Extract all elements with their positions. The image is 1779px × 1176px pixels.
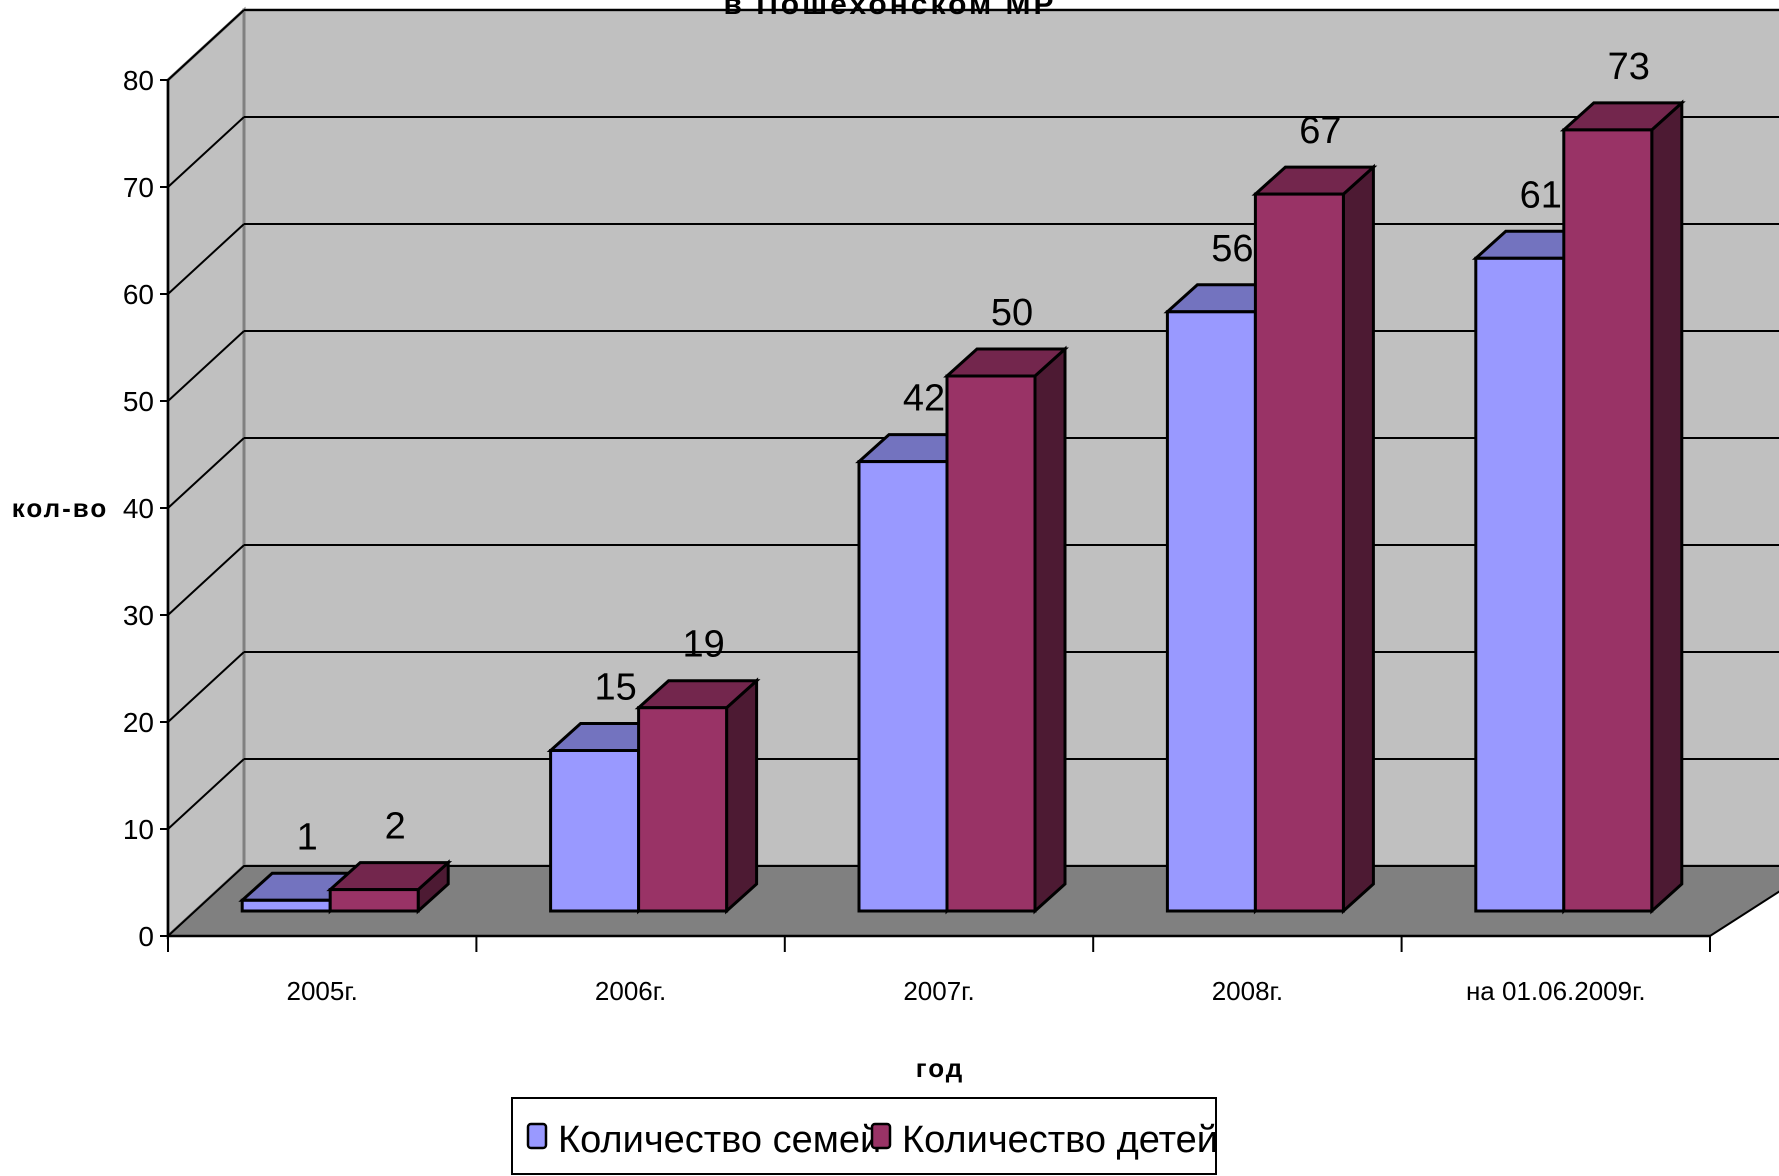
gridline-side bbox=[167, 651, 245, 723]
data-label: 42 bbox=[903, 378, 945, 420]
data-label: 67 bbox=[1299, 110, 1341, 152]
gridline-side bbox=[167, 9, 245, 81]
y-tick-label: 40 bbox=[123, 493, 154, 524]
x-tick-label: 2007г. bbox=[903, 976, 974, 1006]
legend-swatch-children bbox=[870, 1122, 892, 1150]
bar-front bbox=[240, 898, 332, 913]
bar-front bbox=[857, 460, 949, 913]
y-tick-label: 50 bbox=[123, 386, 154, 417]
bar-front bbox=[1253, 192, 1345, 913]
x-tick-label: 2005г. bbox=[287, 976, 358, 1006]
bar-1-4 bbox=[1559, 99, 1686, 915]
data-label: 15 bbox=[594, 667, 636, 709]
data-label: 61 bbox=[1520, 174, 1562, 216]
bar-front bbox=[1165, 310, 1257, 913]
bar-front bbox=[945, 374, 1037, 913]
bar-side bbox=[725, 677, 759, 915]
legend-label-families: Количество семей bbox=[558, 1119, 881, 1161]
bar-1-0 bbox=[326, 859, 453, 915]
y-tick-label: 0 bbox=[138, 921, 154, 952]
data-label: 19 bbox=[682, 624, 724, 666]
legend-label-children: Количество детей bbox=[902, 1119, 1218, 1161]
data-label: 50 bbox=[991, 292, 1033, 334]
data-label: 56 bbox=[1211, 228, 1253, 270]
bar-front bbox=[549, 749, 641, 913]
y-tick-label: 30 bbox=[123, 600, 154, 631]
y-tick-label: 70 bbox=[123, 172, 154, 203]
gridline-side bbox=[167, 116, 245, 188]
bar-front bbox=[1562, 128, 1654, 913]
data-labels: 1 2 15 19 42 50 56 67 61 73 bbox=[297, 46, 1650, 858]
data-label: 1 bbox=[297, 816, 318, 858]
x-tick-label: 2008г. bbox=[1212, 976, 1283, 1006]
y-tick-label: 80 bbox=[123, 65, 154, 96]
chart-title: в Пошехонском МР bbox=[723, 0, 1056, 21]
axes: 0 10 20 30 40 50 60 70 80 2005г. 2006г. 2007г. 2008г… bbox=[123, 65, 1711, 1006]
y-tick-label: 20 bbox=[123, 707, 154, 738]
x-tick-label: 2006г. bbox=[595, 976, 666, 1006]
gridline-side bbox=[167, 544, 245, 616]
gridline-side bbox=[167, 330, 245, 402]
bar-front bbox=[328, 888, 420, 913]
data-label: 2 bbox=[385, 806, 406, 848]
bar-front bbox=[1474, 256, 1566, 913]
bar-1-2 bbox=[943, 345, 1069, 915]
gridline-side bbox=[167, 223, 245, 295]
bars bbox=[238, 99, 1686, 915]
x-tick-label: на 01.06.2009г. bbox=[1466, 976, 1646, 1006]
bar-1-1 bbox=[634, 677, 761, 915]
legend-swatch-families bbox=[526, 1122, 548, 1150]
data-label: 73 bbox=[1608, 46, 1650, 88]
legend-box bbox=[511, 1097, 1217, 1175]
x-axis-title: год bbox=[916, 1053, 965, 1083]
bar-1-3 bbox=[1251, 163, 1378, 915]
gridline-side bbox=[167, 437, 245, 509]
y-axis-title: кол-во bbox=[12, 493, 109, 523]
gridline-side bbox=[167, 758, 245, 830]
bar-side bbox=[1650, 99, 1684, 915]
legend: Количество семей Количество детей bbox=[511, 1097, 1218, 1175]
bar-side bbox=[1341, 163, 1375, 915]
bar-front bbox=[637, 706, 729, 913]
bar-side bbox=[1033, 345, 1067, 915]
y-tick-label: 10 bbox=[123, 814, 154, 845]
y-tick-label: 60 bbox=[123, 279, 154, 310]
